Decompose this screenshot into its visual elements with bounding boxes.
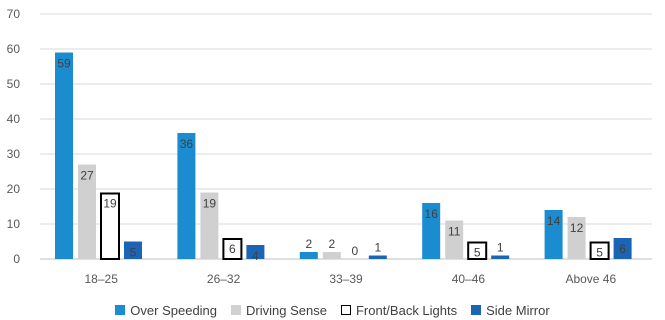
- data-label: 5: [130, 246, 137, 260]
- data-labels: 59 27 19 5 36 19 6 4 2 2 0 1 16 11 5 1 14 12 5 6: [57, 57, 626, 264]
- bar: [177, 133, 196, 259]
- bar: [222, 238, 243, 260]
- data-label: 1: [497, 241, 504, 255]
- data-label: 2: [305, 237, 312, 251]
- bar: [445, 220, 464, 259]
- bar: [589, 241, 610, 260]
- bar: [200, 192, 219, 259]
- legend-item: Side Mirror: [471, 303, 550, 318]
- data-label: 5: [596, 246, 603, 260]
- legend-item: Over Speeding: [115, 303, 217, 318]
- data-label: 2: [328, 237, 335, 251]
- data-label: 19: [103, 197, 117, 211]
- bar: [368, 255, 387, 259]
- legend-swatch: [340, 305, 351, 315]
- data-label: 1: [374, 241, 381, 255]
- data-label: 14: [547, 214, 561, 228]
- legend-swatch: [471, 305, 482, 315]
- bar: [322, 252, 341, 259]
- x-tick-label: 40–46: [452, 272, 486, 286]
- bar: [467, 241, 488, 260]
- y-tick-label: 60: [7, 42, 21, 56]
- bar: [613, 238, 632, 259]
- bar: [55, 52, 73, 259]
- legend: Over Speeding Driving Sense Front/Back Lig…: [0, 300, 665, 320]
- bar: [567, 217, 586, 259]
- data-label: 6: [229, 242, 236, 256]
- y-tick-label: 30: [7, 147, 21, 161]
- data-label: 19: [203, 197, 217, 211]
- bar: [544, 210, 563, 259]
- bars: [55, 52, 632, 260]
- data-label: 4: [252, 249, 259, 263]
- gridlines: [40, 13, 652, 260]
- x-tick-label: 26–32: [207, 272, 241, 286]
- legend-item: Driving Sense: [231, 303, 327, 318]
- bar: [422, 203, 441, 259]
- data-label: 16: [425, 207, 439, 221]
- legend-label: Front/Back Lights: [355, 302, 458, 318]
- data-label: 5: [474, 246, 481, 260]
- legend-label: Side Mirror: [486, 302, 550, 318]
- y-tick-label: 0: [13, 252, 20, 266]
- legend-item: Front/Back Lights: [340, 302, 458, 318]
- y-tick-label: 20: [7, 182, 21, 196]
- y-tick-label: 10: [7, 217, 21, 231]
- x-tick-label: 18–25: [85, 272, 119, 286]
- y-axis: 0 10 20 30 40 50 60 70: [7, 7, 21, 266]
- data-label: 27: [80, 169, 94, 183]
- data-label: 36: [180, 137, 194, 151]
- legend-swatch: [231, 305, 242, 315]
- data-label: 6: [619, 242, 626, 256]
- data-label: 59: [57, 57, 71, 71]
- bar: [299, 252, 318, 259]
- y-tick-label: 40: [7, 112, 21, 126]
- bar: [78, 164, 96, 259]
- x-tick-label: Above 46: [565, 272, 616, 286]
- data-label: 0: [351, 244, 358, 258]
- bar: [491, 255, 510, 259]
- bar: [100, 192, 120, 260]
- bar: [124, 241, 142, 259]
- legend-label: Driving Sense: [246, 302, 327, 318]
- y-tick-label: 70: [7, 7, 21, 21]
- bar: [246, 245, 265, 259]
- x-axis: 18–25 26–32 33–39 40–46 Above 46: [85, 272, 617, 286]
- data-label: 11: [448, 225, 461, 239]
- x-tick-label: 33–39: [329, 272, 363, 286]
- data-label: 12: [570, 221, 584, 235]
- legend-label: Over Speeding: [130, 302, 218, 318]
- y-tick-label: 50: [7, 77, 21, 91]
- legend-swatch: [115, 305, 126, 315]
